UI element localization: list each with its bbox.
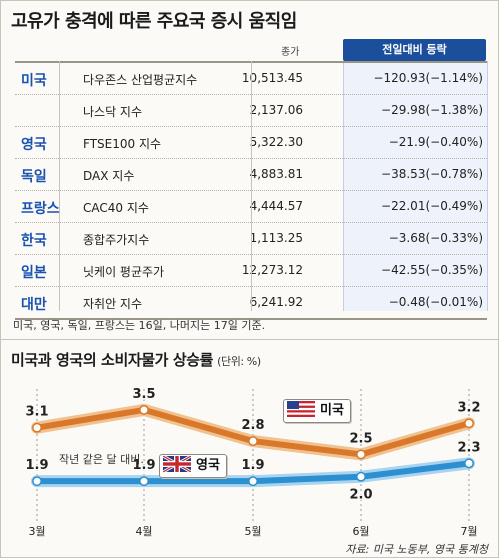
index-name: DAX 지수	[83, 169, 135, 183]
closing-price: 10,513.45	[241, 71, 303, 85]
price-change: −22.01(−0.49%)	[381, 199, 483, 213]
data-label: 2.5	[349, 431, 372, 446]
table-row: 대만 자취안 지수 6,241.92 −0.48(−0.01%)	[15, 287, 487, 320]
legend-uk-label: 영국	[196, 458, 220, 473]
chart-annotation: 작년 같은 달 대비.	[59, 453, 144, 466]
x-tick-label: 3월	[28, 525, 45, 538]
index-name: 자취안 지수	[83, 297, 143, 311]
index-name: 종합주가지수	[83, 233, 150, 247]
column-divider	[59, 61, 60, 311]
table-footnote: 미국, 영국, 독일, 프랑스는 16일, 나머지는 17일 기준.	[13, 319, 266, 332]
index-name: CAC40 지수	[83, 201, 149, 215]
data-label: 2.8	[241, 418, 264, 433]
data-point	[139, 404, 149, 415]
source-note: 자료: 미국 노동부, 영국 통계청	[345, 543, 488, 556]
column-divider	[251, 61, 252, 311]
closing-price: 4,883.81	[249, 167, 303, 181]
closing-price: 4,444.57	[249, 199, 303, 213]
x-tick-label: 7월	[460, 525, 477, 538]
change-column-header: 전일대비 등락	[343, 39, 486, 61]
price-change: −0.48(−0.01%)	[388, 295, 483, 309]
data-label: 3.2	[457, 400, 480, 415]
cpi-line-chart: 3월 4월 5월 6월 7월 3.1 3.5 2.8 2.5 3.2 1.9 1.9 1.9 2.0 2.3	[24, 385, 482, 538]
data-point	[464, 418, 474, 429]
country-label: 독일	[21, 169, 47, 185]
country-label: 대만	[21, 297, 47, 313]
data-point	[356, 449, 366, 460]
data-point	[248, 436, 258, 447]
data-label: 2.0	[349, 488, 372, 503]
data-label: 3.1	[25, 405, 48, 420]
price-change: −3.68(−0.33%)	[388, 231, 483, 245]
chart-unit: (단위: %)	[217, 355, 261, 368]
closing-price: 2,137.06	[249, 103, 303, 117]
price-change: −120.93(−1.14%)	[373, 71, 483, 85]
index-name: FTSE100 지수	[83, 137, 162, 151]
closing-price: 5,322.30	[249, 135, 303, 149]
data-label: 1.9	[132, 458, 155, 473]
price-column-header: 종가	[281, 47, 300, 58]
chart-title: 미국과 영국의 소비자물가 상승률 (단위: %)	[11, 349, 261, 370]
section-divider	[1, 339, 498, 340]
legend-us-label: 미국	[320, 403, 344, 418]
legend-uk: 영국	[159, 454, 227, 478]
x-tick-label: 4월	[135, 525, 152, 538]
closing-price: 6,241.92	[249, 295, 303, 309]
price-change: −21.9(−0.40%)	[388, 135, 483, 149]
country-label: 프랑스	[21, 201, 60, 217]
closing-price: 1,113.25	[249, 231, 303, 245]
page-title: 고유가 충격에 따른 주요국 증시 움직임	[11, 11, 297, 32]
data-point	[32, 422, 42, 433]
country-label: 영국	[21, 137, 47, 153]
uk-flag-icon	[163, 456, 191, 472]
data-point	[32, 476, 42, 487]
price-change: −42.55(−0.35%)	[381, 263, 483, 277]
data-point	[248, 476, 258, 487]
index-name: 다우존스 산업평균지수	[83, 73, 198, 87]
data-label: 2.3	[457, 440, 480, 455]
legend-us: 미국	[283, 399, 351, 423]
country-label: 미국	[21, 73, 47, 89]
country-label: 일본	[21, 265, 47, 281]
chart-title-text: 미국과 영국의 소비자물가 상승률	[11, 351, 214, 369]
data-label: 3.5	[132, 387, 155, 402]
price-change: −29.98(−1.38%)	[381, 103, 483, 117]
data-point	[464, 458, 474, 469]
x-tick-label: 6월	[352, 525, 369, 538]
change-column-background	[343, 61, 488, 311]
country-label: 한국	[21, 233, 47, 249]
data-label: 1.9	[241, 458, 264, 473]
index-name: 나스닥 지수	[83, 105, 143, 119]
closing-price: 12,273.12	[241, 263, 303, 277]
data-point	[139, 476, 149, 487]
us-flag-icon	[287, 401, 315, 417]
data-point	[356, 471, 366, 482]
data-label: 1.9	[25, 458, 48, 473]
index-name: 닛케이 평균주가	[83, 265, 165, 279]
x-tick-label: 5월	[244, 525, 261, 538]
price-change: −38.53(−0.78%)	[381, 167, 483, 181]
